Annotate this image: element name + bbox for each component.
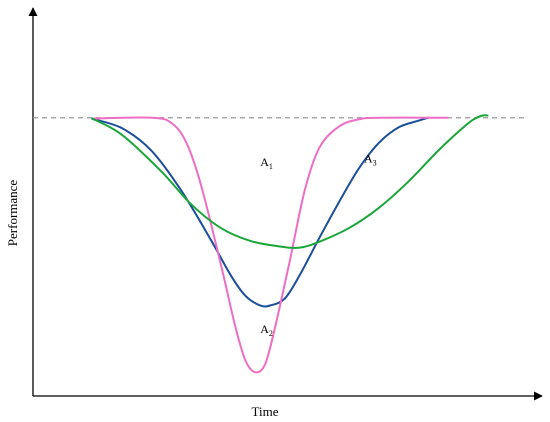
series-line-blue — [91, 116, 430, 308]
y-axis-label: Performance — [5, 180, 20, 247]
area-label-1: A1 — [260, 155, 273, 171]
annotation-layer: A1 A2 A3 — [260, 151, 376, 338]
series-line-pink — [91, 116, 449, 374]
area-label-2: A2 — [260, 322, 273, 338]
area-label-3: A3 — [364, 151, 377, 167]
x-axis-label: Time — [252, 404, 279, 419]
series-layer — [91, 114, 489, 374]
series-line-green — [91, 114, 489, 249]
